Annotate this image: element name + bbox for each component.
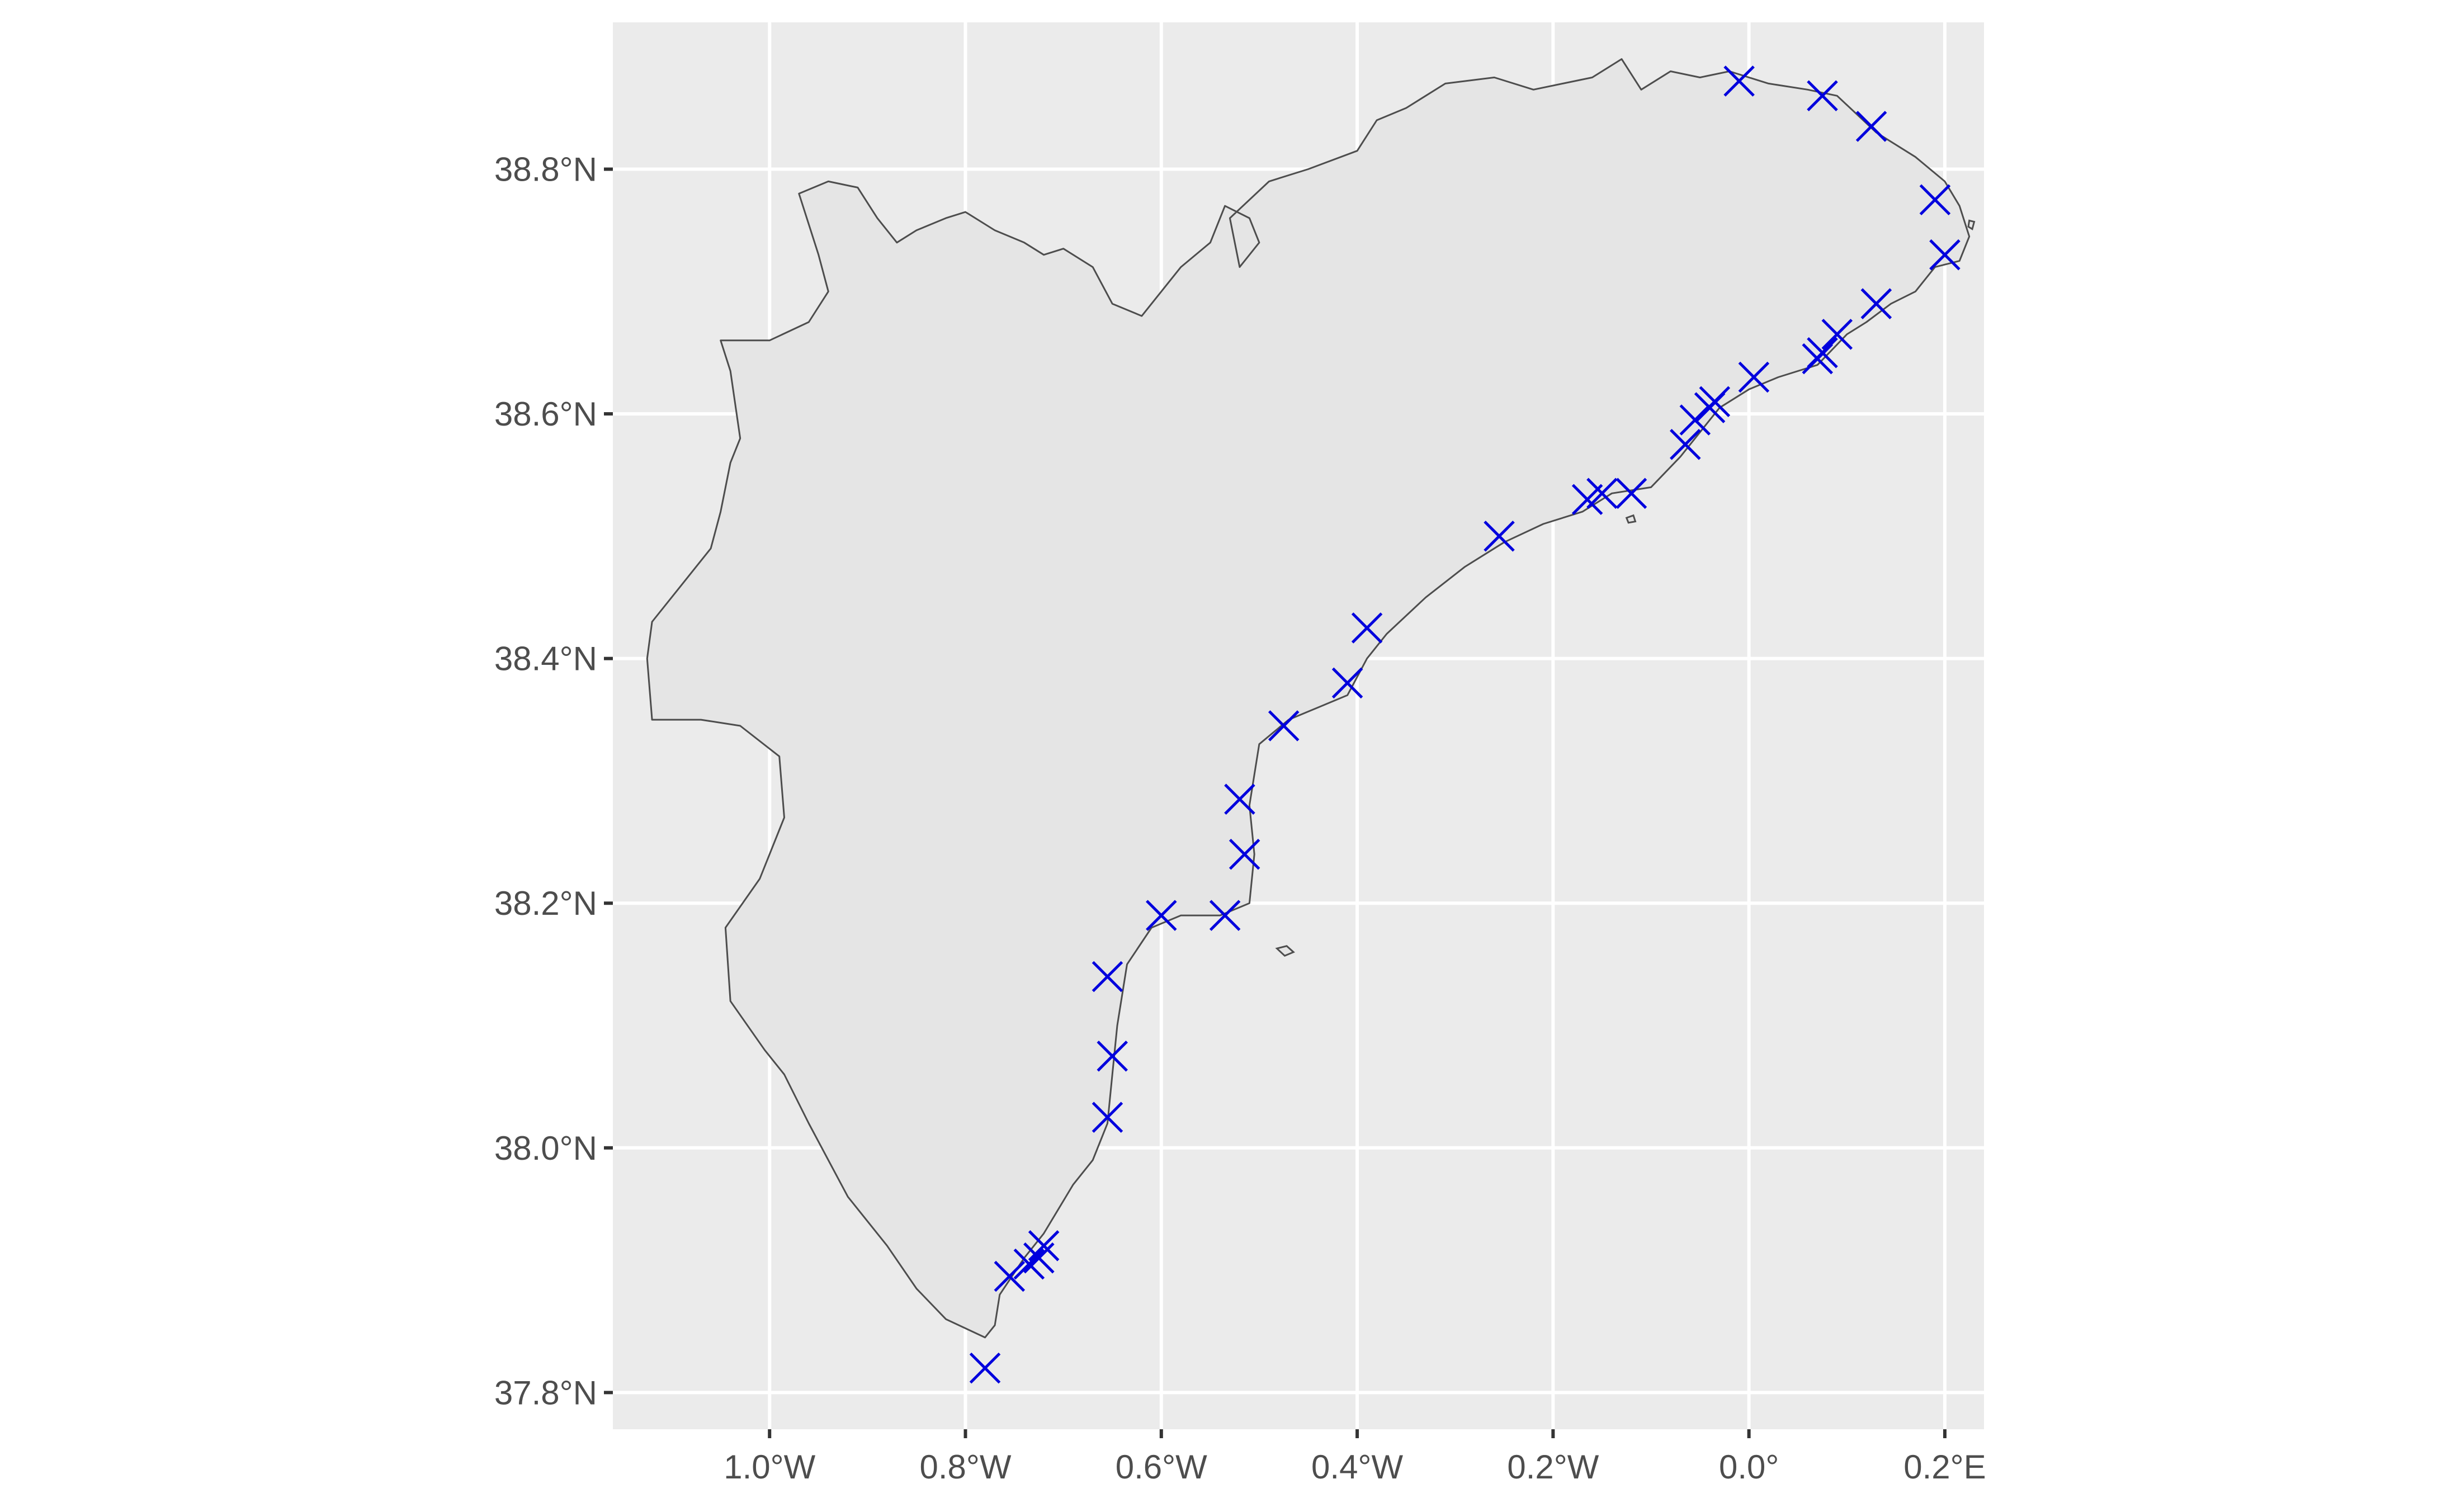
- marker-stroke: [1670, 429, 1701, 460]
- x-tick-label: 0.2°W: [1507, 1448, 1599, 1486]
- point-marker: [994, 1260, 1026, 1292]
- point-marker: [1484, 521, 1515, 552]
- marker-stroke: [1615, 478, 1647, 509]
- marker-stroke: [1586, 478, 1618, 509]
- marker-stroke: [1224, 783, 1255, 815]
- point-marker: [1092, 961, 1123, 993]
- marker-stroke: [1092, 1102, 1123, 1133]
- point-marker: [1268, 710, 1300, 741]
- marker-stroke: [1351, 612, 1383, 644]
- marker-stroke: [1268, 710, 1300, 741]
- islet-outline: [1967, 219, 1976, 231]
- marker-stroke: [1097, 1040, 1128, 1072]
- x-tick-label: 1.0°W: [724, 1448, 815, 1486]
- y-tick-label: 37.8°N: [494, 1374, 597, 1411]
- point-marker: [1821, 319, 1853, 350]
- x-tick-label: 0.0°: [1719, 1448, 1779, 1486]
- point-marker: [1013, 1248, 1045, 1280]
- marker-stroke: [1855, 111, 1887, 142]
- point-marker: [1351, 612, 1383, 644]
- marker-stroke: [1331, 667, 1363, 699]
- x-tick-label: 0.2°E: [1903, 1448, 1986, 1486]
- province-outline: [646, 58, 1971, 1339]
- point-marker: [1929, 239, 1961, 271]
- point-markers: [969, 65, 1961, 1384]
- point-marker: [1738, 361, 1770, 393]
- point-marker: [1209, 900, 1241, 931]
- point-marker: [1723, 65, 1755, 97]
- marker-stroke: [1092, 961, 1123, 993]
- point-marker: [1092, 1102, 1123, 1133]
- point-marker: [1146, 900, 1177, 931]
- marker-stroke: [969, 1352, 1001, 1384]
- marker-stroke: [1807, 80, 1838, 112]
- marker-stroke: [1919, 184, 1951, 216]
- marker-stroke: [1484, 521, 1515, 552]
- y-axis: 37.8°N 38.0°N 38.2°N 38.4°N 38.6°N 38.8°N: [494, 151, 613, 1411]
- point-marker: [969, 1352, 1001, 1384]
- marker-stroke: [1738, 361, 1770, 393]
- point-marker: [1807, 80, 1838, 112]
- y-tick-label: 38.0°N: [494, 1130, 597, 1167]
- marker-stroke: [994, 1260, 1026, 1292]
- point-marker: [1855, 111, 1887, 142]
- point-marker: [1028, 1230, 1060, 1261]
- marker-stroke: [1929, 239, 1961, 271]
- point-marker: [1331, 667, 1363, 699]
- province-landmass: [646, 58, 1976, 1339]
- marker-stroke: [1723, 65, 1755, 97]
- marker-stroke: [1860, 288, 1892, 319]
- marker-stroke: [1229, 838, 1260, 870]
- marker-stroke: [1821, 319, 1853, 350]
- point-marker: [1097, 1040, 1128, 1072]
- point-marker: [1023, 1242, 1055, 1274]
- y-tick-label: 38.4°N: [494, 640, 597, 678]
- point-marker: [1807, 337, 1838, 368]
- marker-stroke: [1209, 900, 1241, 931]
- marker-stroke: [1023, 1242, 1055, 1274]
- islet-outline: [1275, 945, 1295, 957]
- point-marker: [1615, 478, 1647, 509]
- point-marker: [1229, 838, 1260, 870]
- x-axis: 1.0°W 0.8°W 0.6°W 0.4°W 0.2°W 0.0° 0.2°E: [724, 1429, 1986, 1486]
- islet-outline: [1625, 514, 1637, 524]
- point-marker: [1586, 478, 1618, 509]
- y-tick-label: 38.6°N: [494, 395, 597, 433]
- point-marker: [1670, 429, 1701, 460]
- point-marker: [1699, 386, 1731, 417]
- x-tick-label: 0.4°W: [1311, 1448, 1403, 1486]
- marker-stroke: [1028, 1230, 1060, 1261]
- marker-stroke: [1146, 900, 1177, 931]
- point-marker: [1860, 288, 1892, 319]
- x-tick-label: 0.8°W: [919, 1448, 1011, 1486]
- marker-stroke: [1699, 386, 1731, 417]
- x-tick-label: 0.6°W: [1116, 1448, 1207, 1486]
- marker-stroke: [1807, 337, 1838, 368]
- y-tick-label: 38.8°N: [494, 151, 597, 188]
- point-marker: [1224, 783, 1255, 815]
- point-marker: [1919, 184, 1951, 216]
- y-tick-label: 38.2°N: [494, 885, 597, 922]
- marker-stroke: [1013, 1248, 1045, 1280]
